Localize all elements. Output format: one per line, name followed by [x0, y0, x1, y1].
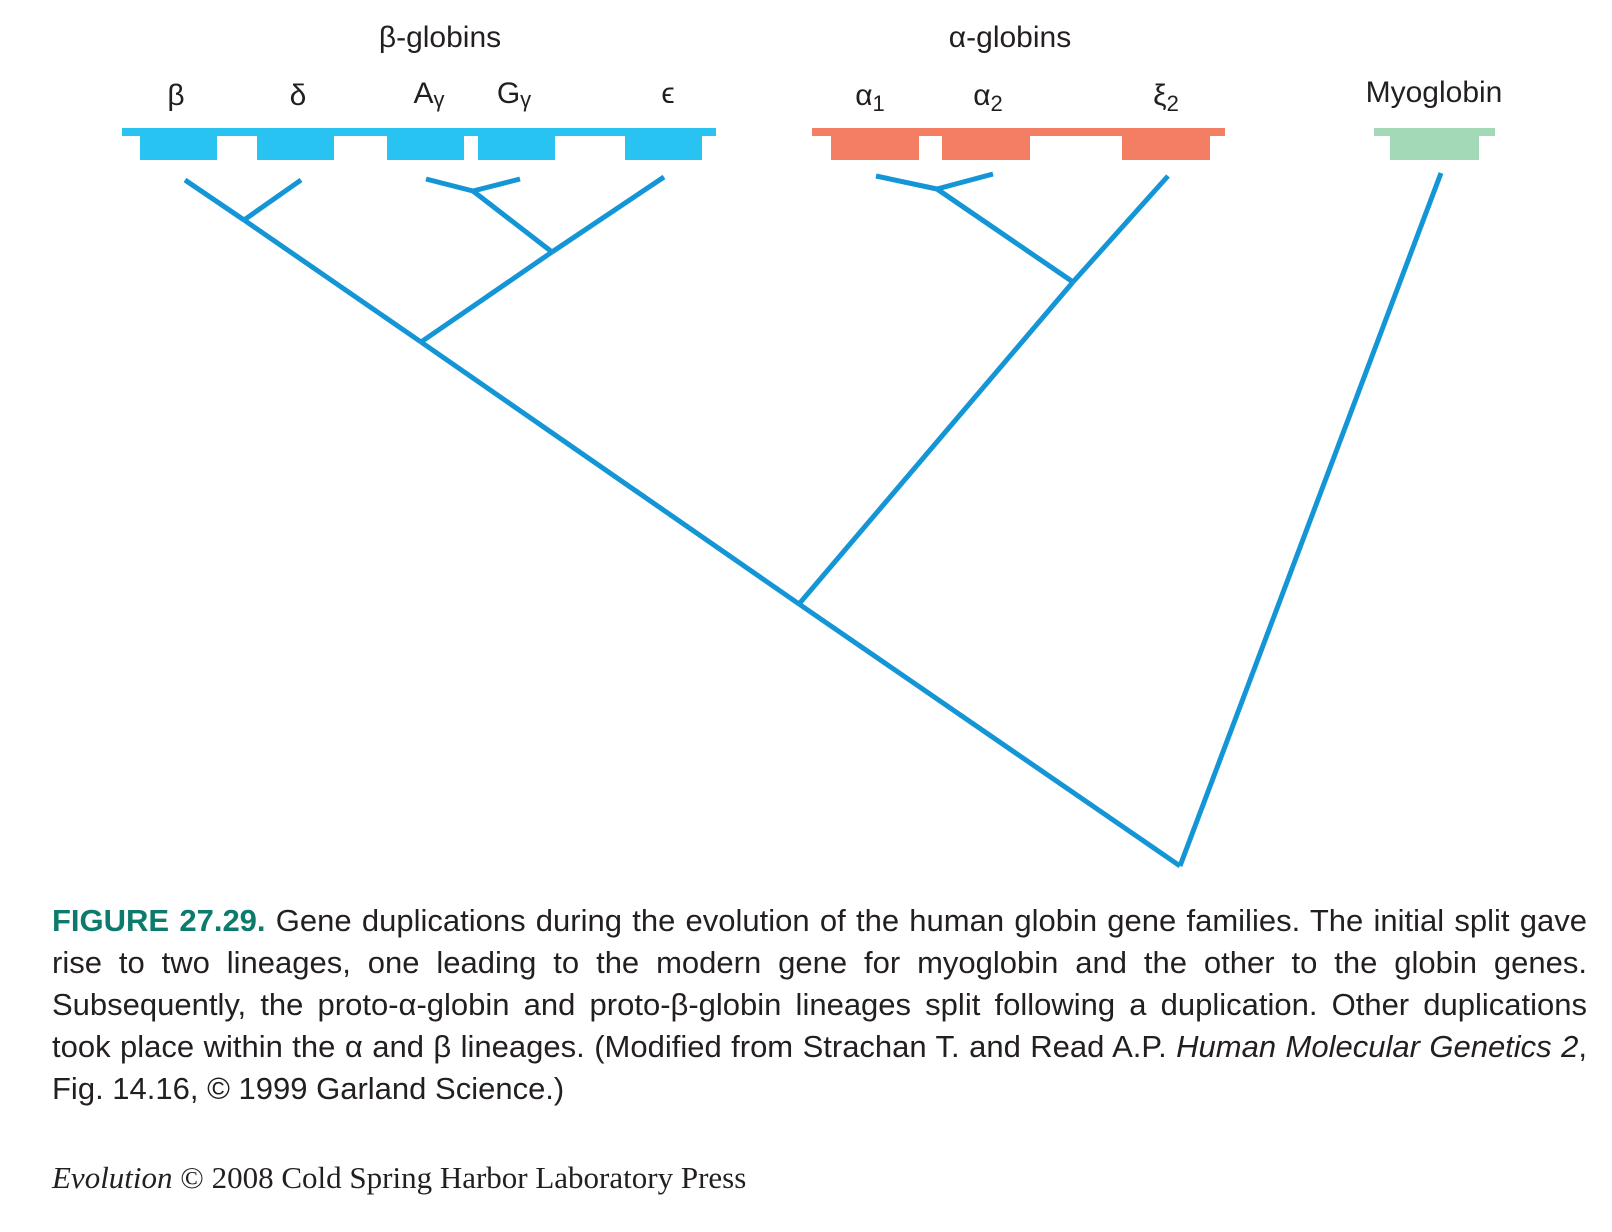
figure-caption-book-title: Human Molecular Genetics 2	[1176, 1029, 1579, 1064]
alpha-globins-title: α-globins	[949, 21, 1071, 54]
figure-caption: FIGURE 27.29. Gene duplications during t…	[52, 900, 1587, 1110]
branch-to-alpha1	[875, 173, 938, 192]
branch-to-xi2	[1071, 174, 1170, 284]
delta-gene-block	[257, 128, 334, 160]
branch-beta-split-to-beta-delta	[242, 217, 423, 345]
gene-label-a-gamma-base: A	[413, 77, 433, 110]
gene-label-alpha1-base: α	[855, 79, 872, 112]
gene-label-delta: δ	[290, 79, 307, 112]
branch-to-alpha-pair	[935, 186, 1075, 285]
gene-label-myoglobin: Myoglobin	[1366, 76, 1503, 109]
branch-to-alpha2	[936, 171, 994, 192]
gene-label-xi2-base: ξ	[1153, 79, 1166, 112]
epsilon-gene-block	[625, 128, 702, 160]
g-gamma-gene-block	[478, 128, 555, 160]
credit-publisher: © 2008 Cold Spring Harbor Laboratory Pre…	[172, 1160, 747, 1195]
xi2-gene-block	[1122, 128, 1210, 160]
gene-label-alpha1-sub: 1	[873, 91, 885, 116]
beta-gene-block	[140, 128, 217, 160]
branch-to-g-gamma	[472, 176, 521, 194]
alpha1-gene-block	[831, 128, 919, 160]
a-gamma-gene-block	[387, 128, 464, 160]
gene-label-alpha2: α2	[973, 79, 1003, 116]
branch-to-delta	[242, 177, 303, 223]
beta-globins-title: β-globins	[379, 21, 501, 54]
credit-book-title: Evolution	[52, 1160, 173, 1195]
gene-label-a-gamma-sub: γ	[434, 87, 445, 112]
gene-label-beta: β	[167, 79, 184, 112]
gene-label-epsilon: ϵ	[661, 77, 674, 110]
gene-label-xi2: ξ2	[1153, 79, 1179, 116]
branch-beta-split-to-gamma-epsilon	[419, 249, 554, 345]
gene-label-alpha2-base: α	[973, 79, 990, 112]
branch-to-beta	[183, 177, 246, 223]
branch-root-to-myoglobin	[1177, 172, 1444, 867]
beta-globin-cluster	[122, 128, 716, 160]
gene-label-g-gamma: Gγ	[497, 77, 531, 112]
myoglobin-gene-block	[1390, 128, 1479, 160]
gene-label-g-gamma-sub: γ	[520, 87, 531, 112]
branch-globin-to-alpha-split	[797, 280, 1075, 606]
gene-label-alpha1: α1	[855, 79, 885, 116]
gene-tree-figure: β-globins α-globins β δ Aγ Gγ ϵ α1 α2 ξ2…	[122, 21, 1503, 869]
figure-caption-label: FIGURE 27.29.	[52, 903, 266, 938]
figure-caption-text: Gene duplications during the evolution o…	[52, 903, 1587, 1064]
branch-globin-to-beta-split	[419, 339, 801, 607]
copyright-credit: Evolution © 2008 Cold Spring Harbor Labo…	[52, 1160, 746, 1196]
alpha2-gene-block	[942, 128, 1030, 160]
gene-label-xi2-sub: 2	[1167, 91, 1179, 116]
gene-label-alpha2-sub: 2	[991, 91, 1003, 116]
branch-root-to-globin-split	[797, 601, 1182, 869]
branch-to-a-gamma	[425, 176, 474, 194]
gene-tree-diagram: β-globins α-globins β δ Aγ Gγ ϵ α1 α2 ξ2…	[122, 21, 1503, 869]
branch-to-epsilon	[550, 174, 666, 255]
phylogenetic-tree	[183, 171, 1444, 869]
figure-caption-text-end: , Fig. 14.16, © 1999 Garland Science.)	[52, 1029, 1587, 1106]
gene-label-a-gamma: Aγ	[413, 77, 444, 112]
myoglobin-gene	[1374, 128, 1495, 160]
gene-label-g-gamma-base: G	[497, 77, 520, 110]
alpha-globin-cluster	[812, 128, 1225, 160]
branch-to-gamma-pair	[471, 189, 554, 254]
